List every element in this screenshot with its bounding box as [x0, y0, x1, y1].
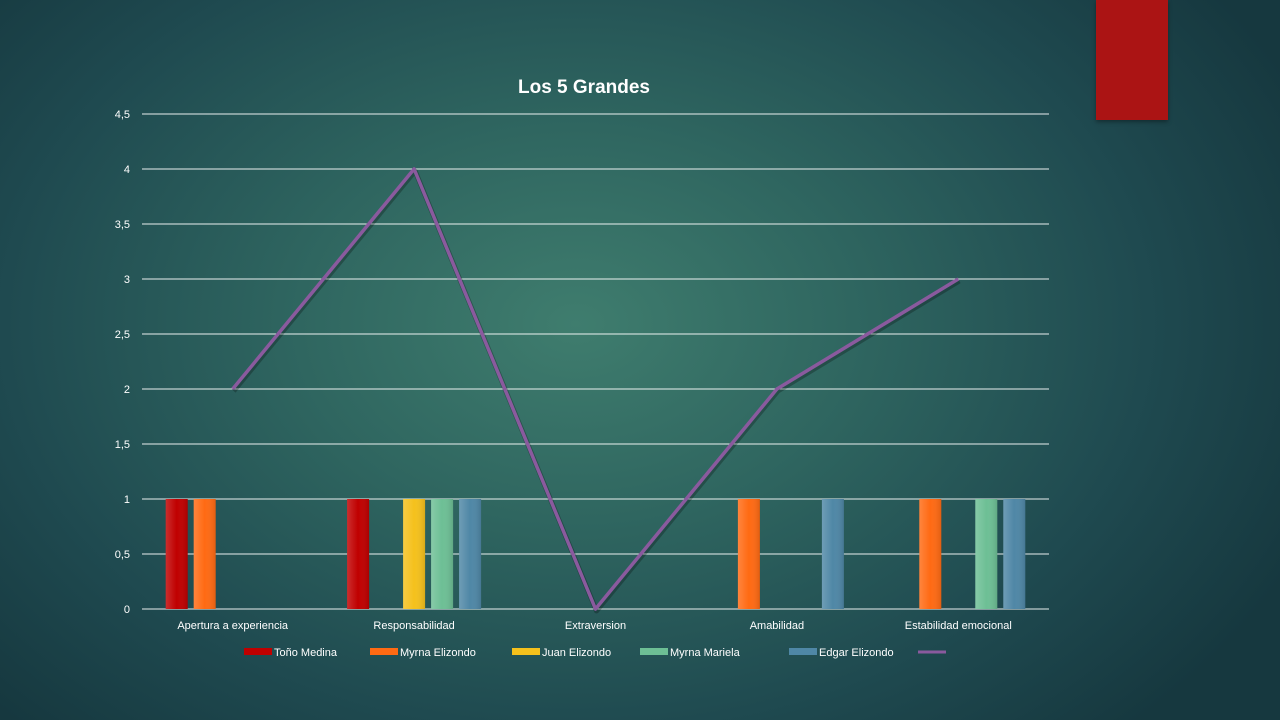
legend-swatch	[789, 648, 817, 655]
legend-label: Edgar Elizondo	[819, 647, 894, 659]
legend-swatch	[640, 648, 668, 655]
chart-title: Los 5 Grandes	[518, 77, 650, 98]
gridlines	[142, 113, 1049, 610]
y-axis-ticks: 0 0,5 1 1,5 2 2,5 3 3,5 4 4,5	[115, 109, 130, 616]
legend-label: Myrna Elizondo	[400, 647, 476, 659]
legend-label: Toño Medina	[274, 647, 338, 659]
y-tick-label: 4,5	[115, 109, 130, 121]
legend-label: Juan Elizondo	[542, 647, 611, 659]
bar-shine	[347, 499, 370, 609]
y-tick-label: 3	[124, 274, 130, 286]
legend-swatch	[512, 648, 540, 655]
line-series-path	[231, 167, 960, 611]
legend-swatch	[370, 648, 398, 655]
bar-shine	[165, 499, 188, 609]
y-tick-label: 0	[124, 604, 130, 616]
legend-swatch	[244, 648, 272, 655]
x-category-label: Estabilidad emocional	[905, 620, 1012, 632]
x-category-label: Extraversion	[565, 620, 626, 632]
bars	[165, 499, 1026, 609]
y-tick-label: 4	[124, 164, 130, 176]
y-tick-label: 2	[124, 384, 130, 396]
bar-shine	[919, 499, 942, 609]
y-tick-label: 2,5	[115, 329, 130, 341]
y-tick-label: 1	[124, 494, 130, 506]
x-category-label: Responsabilidad	[373, 620, 454, 632]
x-category-label: Amabilidad	[750, 620, 804, 632]
y-tick-label: 3,5	[115, 219, 130, 231]
bar-shine	[821, 499, 844, 609]
bar-shine	[193, 499, 216, 609]
x-axis-labels: Apertura a experiencia Responsabilidad Ext…	[177, 620, 1011, 632]
bar-shine	[431, 499, 454, 609]
bar-shine	[975, 499, 998, 609]
x-category-label: Apertura a experiencia	[177, 620, 289, 632]
legend: Toño Medina Myrna Elizondo Juan Elizondo My…	[244, 647, 946, 659]
line-series	[231, 167, 961, 614]
red-accent-block	[1096, 0, 1168, 120]
bar-shine	[459, 499, 482, 609]
legend-label: Myrna Mariela	[670, 647, 741, 659]
line-shadow	[231, 168, 961, 614]
bar-shine	[1003, 499, 1026, 609]
bar-shine	[403, 499, 426, 609]
bar-shine	[737, 499, 760, 609]
y-tick-label: 1,5	[115, 439, 130, 451]
y-tick-label: 0,5	[115, 549, 130, 561]
